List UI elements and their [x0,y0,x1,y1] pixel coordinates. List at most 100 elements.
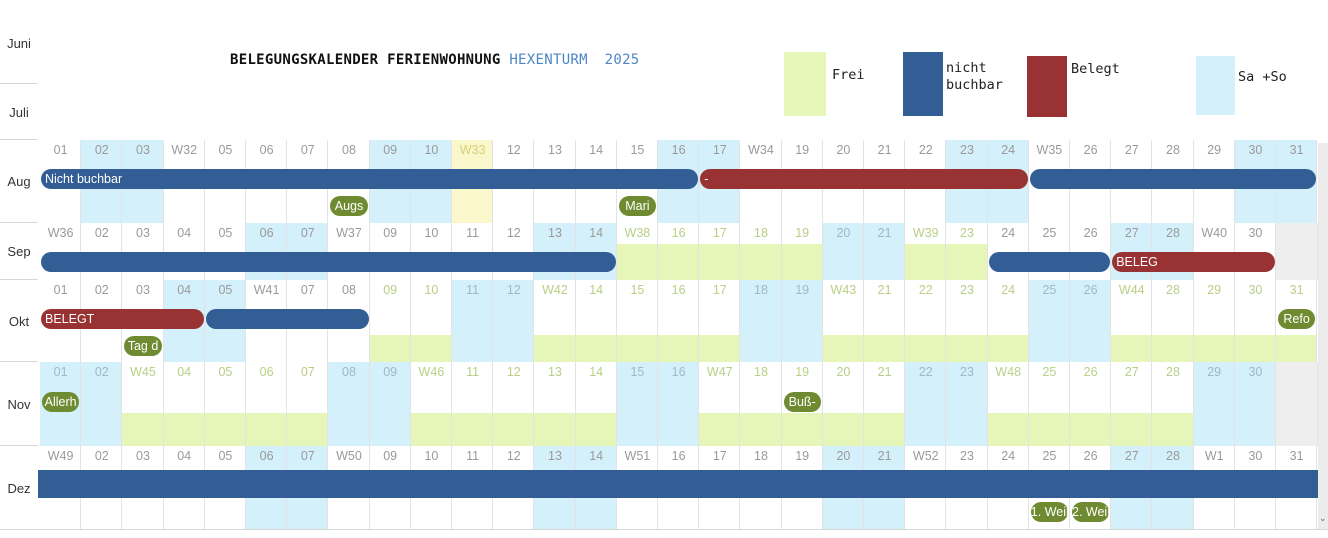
day-number: 13 [548,449,562,463]
day-cell [369,362,411,446]
day-cell [658,280,700,362]
holiday-badge[interactable]: Allerh [42,392,80,412]
holiday-badge[interactable]: 1. Weih [1030,502,1068,522]
day-number: 07 [300,143,315,157]
day-number: 05 [218,283,233,297]
day-cell [740,280,782,362]
day-number: 07 [300,283,315,297]
day-number: 14 [589,365,604,379]
booking-bar-belegt: BELEG [1112,252,1275,272]
day-number: 19 [795,143,810,157]
day-number: 18 [754,226,768,240]
day-number: 19 [795,449,810,463]
scrollbar[interactable] [1318,143,1328,530]
day-number: 12 [506,283,521,297]
holiday-badge[interactable]: Buß- [783,392,821,412]
day-number: 20 [836,365,851,379]
day-number: 21 [877,226,892,240]
day-number: 03 [136,226,150,240]
booking-bar-nicht-buchbar [988,252,1111,272]
day-number: 22 [918,143,933,157]
day-number: 03 [136,449,150,463]
day-number: 19 [795,365,810,379]
day-number: 26 [1083,365,1098,379]
day-number: 14 [589,143,604,157]
day-number: W34 [748,143,774,157]
day-number: 14 [589,449,604,463]
day-cell [946,223,988,280]
day-number: 16 [671,226,686,240]
day-cell [988,362,1029,446]
day-cell [823,362,864,446]
booking-bar-nicht-buchbar: Nicht buchbar [41,169,699,189]
day-cell [1111,362,1153,446]
day-number: W39 [912,226,939,240]
day-number: 23 [960,365,974,379]
day-number: W32 [171,143,198,157]
day-number: W52 [912,449,939,463]
day-cell [864,362,906,446]
day-number: W38 [624,226,651,240]
day-number: 21 [877,449,892,463]
day-number: 22 [918,365,933,379]
day-number: 02 [94,365,109,379]
day-cell [946,280,988,362]
day-number: 24 [1001,283,1016,297]
day-number: 12 [506,143,521,157]
day-number: 30 [1248,449,1263,463]
day-cell [452,280,494,362]
day-number: 27 [1124,143,1139,157]
day-number: 29 [1207,283,1222,297]
day-cell [328,280,370,362]
day-number: 04 [177,226,192,240]
frei-band [616,244,988,280]
month-label-dez: Dez [7,480,31,496]
day-cell [164,362,205,446]
month-label-okt: Okt [8,313,30,329]
holiday-badge[interactable]: Mari [618,196,656,216]
day-number: 07 [300,226,315,240]
day-number: 31 [1289,283,1304,297]
day-number: 25 [1042,283,1057,297]
day-cell [782,362,823,446]
holiday-badge[interactable]: Tag d [124,336,162,356]
title-main: BELEGUNGSKALENDER FERIENWOHNUNG [230,52,501,68]
day-number: 30 [1248,143,1263,157]
day-number: 12 [506,365,521,379]
day-cell [452,223,494,280]
day-number: 31 [1289,143,1304,157]
booking-bar-nicht-buchbar [1029,169,1317,189]
day-cell [988,223,1029,280]
day-number: 10 [424,283,439,297]
day-cell [370,280,411,362]
empty-cell [1276,223,1318,280]
booking-bar-nicht-buchbar [41,252,616,272]
day-number: 26 [1083,143,1098,157]
title-year: 2025 [604,52,640,68]
day-cell [1194,280,1235,362]
scroll-down-icon[interactable]: ⌄ [1319,514,1327,524]
legend-nicht-buchbar-swatch [903,52,943,116]
day-number: 21 [877,365,892,379]
day-cell [1152,280,1194,362]
day-number: 15 [630,143,645,157]
day-number: 24 [1001,143,1016,157]
legend-frei-label: Frei [832,67,865,83]
day-number: 09 [383,365,398,379]
day-cell [411,223,452,280]
day-number: 10 [424,143,439,157]
day-number: 20 [836,226,851,240]
day-cell [740,362,782,446]
holiday-badge[interactable]: Augs [330,196,368,216]
holiday-badge[interactable]: 2. Weih [1072,502,1110,522]
day-number: 02 [94,226,109,240]
day-number: 18 [754,365,768,379]
day-cell [658,223,700,280]
day-cell [1070,223,1112,280]
day-number: 21 [877,283,892,297]
day-number: 25 [1042,365,1057,379]
day-cell [205,362,246,446]
holiday-badge[interactable]: Refo [1278,309,1316,329]
day-cell [122,223,164,280]
